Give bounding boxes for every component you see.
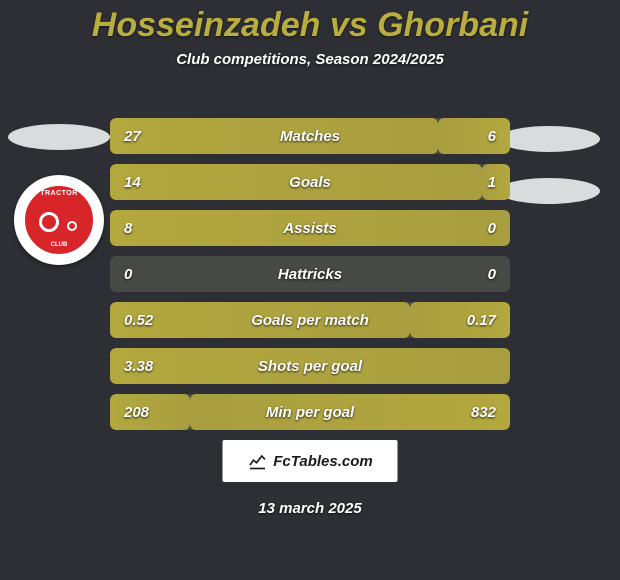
stat-row: 0.52Goals per match0.17: [110, 302, 510, 338]
stat-row: 8Assists0: [110, 210, 510, 246]
tractor-icon: [39, 208, 79, 232]
stat-bar-right-fill: [482, 164, 510, 200]
stat-bar-left-fill: [110, 210, 510, 246]
stat-bar-left-fill: [110, 302, 410, 338]
club-badge-left: TRACTOR CLUB: [14, 175, 104, 265]
player-placeholder-ellipse: [498, 126, 600, 152]
club-badge-bottom-text: CLUB: [51, 242, 68, 248]
stat-bar-left-fill: [110, 118, 438, 154]
stat-bar-left-fill: [110, 164, 482, 200]
player-placeholder-ellipse: [8, 124, 110, 150]
page-title: Hosseinzadeh vs Ghorbani: [0, 0, 620, 45]
stat-label-row: 0Hattricks0: [110, 256, 510, 292]
stat-row: 27Matches6: [110, 118, 510, 154]
player-placeholder-ellipse: [498, 178, 600, 204]
stat-row: 0Hattricks0: [110, 256, 510, 292]
club-badge-top-text: TRACTOR: [40, 190, 78, 197]
chart-icon: [247, 451, 267, 471]
stat-row: 3.38Shots per goal: [110, 348, 510, 384]
date-text: 13 march 2025: [0, 500, 620, 517]
stat-row: 208Min per goal832: [110, 394, 510, 430]
subtitle: Club competitions, Season 2024/2025: [0, 51, 620, 68]
watermark: FcTables.com: [223, 440, 398, 482]
stat-right-value: 0: [450, 266, 510, 283]
stat-bar-right-fill: [410, 302, 510, 338]
stat-left-value: 0: [110, 266, 170, 283]
stat-row: 14Goals1: [110, 164, 510, 200]
stat-name: Hattricks: [170, 266, 450, 283]
watermark-text: FcTables.com: [273, 453, 372, 470]
stat-bar-right-fill: [190, 394, 510, 430]
comparison-bars: 27Matches6 14Goals1 8Assists0 0Hattricks0 0.…: [110, 118, 510, 440]
stat-bar-left-fill: [110, 394, 190, 430]
stat-bar-right-fill: [438, 118, 510, 154]
stat-bar-left-fill: [110, 348, 510, 384]
